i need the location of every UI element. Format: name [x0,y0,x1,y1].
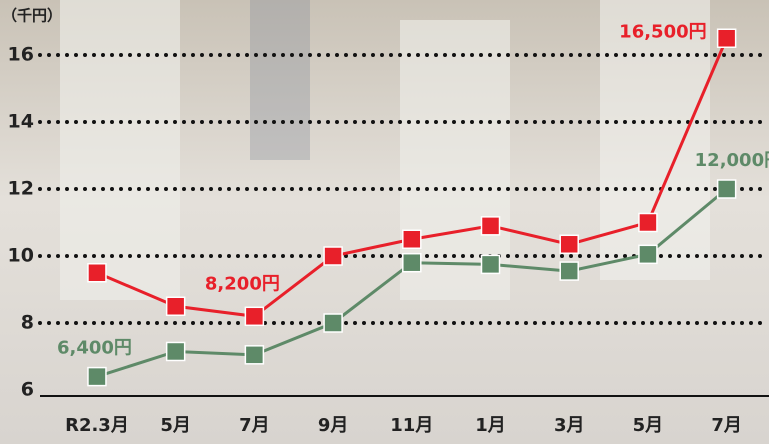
y-tick-label: 16 [8,44,34,66]
value-label: 6,400円 [57,338,132,359]
x-tick-label: R2.3月 [65,415,129,436]
data-point [245,346,263,364]
x-tick-label: 5月 [160,415,191,436]
x-tick-label: 11月 [390,415,433,436]
value-label: 12,000円 [695,150,769,171]
value-label: 8,200円 [205,273,280,294]
x-tick-label: 1月 [475,415,506,436]
data-point [403,230,421,248]
data-point [324,314,342,332]
data-point [167,342,185,360]
x-tick-label: 7月 [239,415,270,436]
data-point [482,217,500,235]
data-point [482,255,500,273]
y-tick-label: 10 [8,245,34,267]
data-point [718,29,736,47]
photo-figure [250,0,310,160]
data-point [324,247,342,265]
y-tick-label: 8 [21,312,34,334]
data-point [167,297,185,315]
data-point [88,264,106,282]
chart: （千円） 6 8 10 12 14 16 R2.3月 5月 7月 9月 11月 1月 3月 5月 7月 8,2… [0,0,769,444]
data-point [403,254,421,272]
data-point [718,180,736,198]
data-point [560,262,578,280]
y-axis-unit: （千円） [2,7,62,25]
x-tick-label: 9月 [318,415,349,436]
data-point [560,235,578,253]
data-point [639,214,657,232]
value-label: 16,500円 [619,21,706,42]
data-point [639,245,657,263]
x-tick-label: 5月 [633,415,664,436]
y-tick-label: 6 [21,379,34,401]
data-point [88,368,106,386]
y-tick-label: 14 [8,111,34,133]
x-tick-label: 7月 [711,415,742,436]
x-tick-label: 3月 [554,415,585,436]
data-point [245,307,263,325]
y-tick-label: 12 [8,178,34,200]
